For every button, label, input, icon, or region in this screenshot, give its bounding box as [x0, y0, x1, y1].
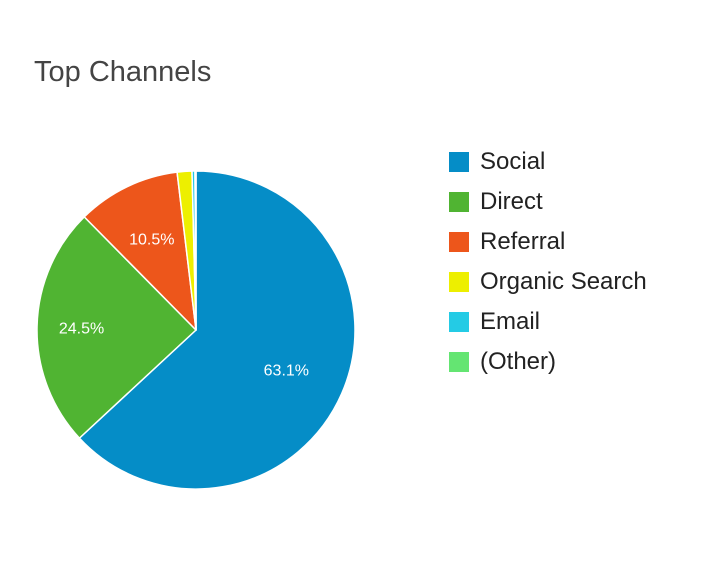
- legend-swatch: [449, 272, 469, 292]
- legend-label: (Other): [480, 348, 557, 375]
- pie-slice-other[interactable]: [194, 170, 197, 331]
- legend-swatch: [449, 192, 469, 212]
- legend-swatch: [449, 352, 469, 372]
- pie-slice-label-referral: 10.5%: [129, 231, 174, 248]
- pie-slice-referral[interactable]: [83, 171, 197, 331]
- legend-label: Direct: [480, 188, 543, 215]
- legend-item-direct[interactable]: Direct: [449, 182, 647, 222]
- pie-slice-direct[interactable]: [36, 216, 197, 439]
- legend-swatch: [449, 152, 469, 172]
- legend-item-referral[interactable]: Referral: [449, 222, 647, 262]
- legend-item-organic-search[interactable]: Organic Search: [449, 262, 647, 302]
- legend-swatch: [449, 232, 469, 252]
- pie-slices: [36, 170, 356, 490]
- pie-slice-social[interactable]: [78, 170, 356, 490]
- legend-label: Referral: [480, 228, 566, 255]
- legend-item-other[interactable]: (Other): [449, 342, 647, 382]
- legend-label: Email: [480, 308, 541, 335]
- pie-slice-label-social: 63.1%: [264, 362, 309, 379]
- pie-labels: 63.1% 24.5% 10.5%: [59, 231, 309, 379]
- chart-title: Top Channels: [34, 56, 212, 88]
- pie-slice-label-direct: 24.5%: [59, 320, 104, 337]
- legend-label: Organic Search: [480, 268, 647, 295]
- legend-label: Social: [480, 148, 546, 175]
- legend-item-email[interactable]: Email: [449, 302, 647, 342]
- chart-legend: Social Direct Referral Organic Search Email (…: [449, 142, 647, 382]
- legend-swatch: [449, 312, 469, 332]
- legend-item-social[interactable]: Social: [449, 142, 647, 182]
